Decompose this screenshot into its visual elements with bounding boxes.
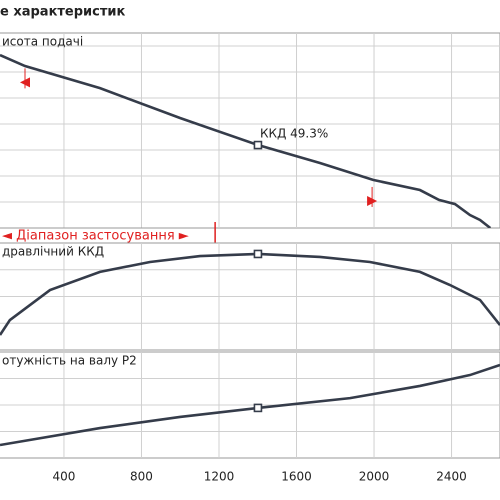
x-tick-label: 2400 [436, 470, 467, 484]
operating-point [253, 140, 263, 150]
x-tick-label: 400 [53, 470, 76, 484]
range-marker [367, 195, 378, 206]
operating-point [253, 403, 263, 413]
x-tick-label: 1200 [204, 470, 235, 484]
x-tick-label: 2000 [359, 470, 390, 484]
range-marker [20, 77, 30, 88]
panel-label: дравлічний ККД [2, 245, 104, 259]
chart-title: е характеристик [0, 5, 126, 20]
curve [0, 363, 500, 447]
panel-label: отужність на валу P2 [2, 354, 137, 368]
plot [0, 53, 492, 228]
operating-point [253, 249, 263, 259]
annotation: ККД 49.3% [260, 127, 328, 141]
x-tick-label: 800 [130, 470, 153, 484]
curve [0, 53, 492, 228]
x-tick-label: 1600 [281, 470, 312, 484]
panel-label: исота подачі [2, 35, 83, 49]
range-label: ◄ Діапазон застосування ► [2, 229, 189, 244]
plot [0, 363, 500, 447]
panel [0, 32, 500, 229]
